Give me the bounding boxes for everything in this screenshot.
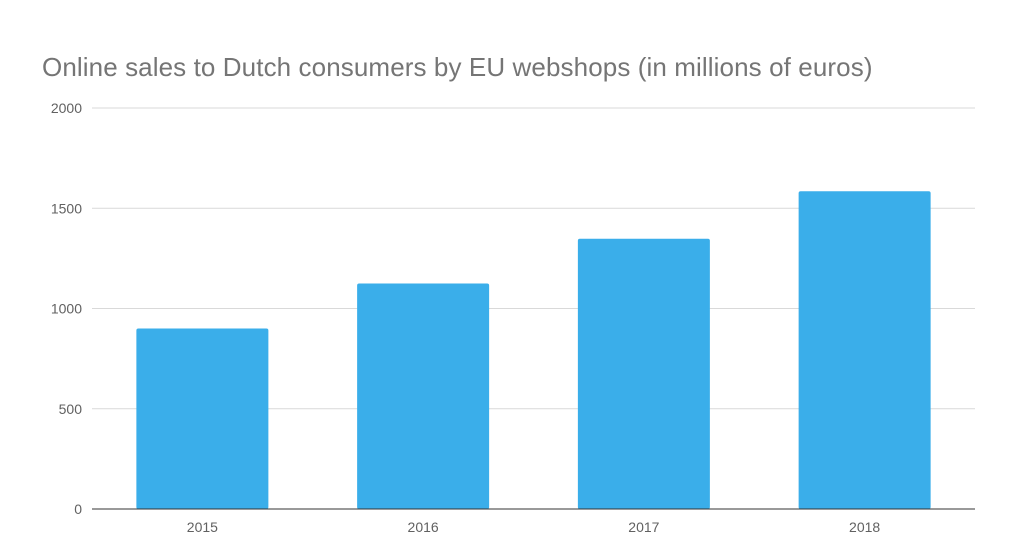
y-tick-label: 500 (59, 401, 83, 417)
bar-2017 (577, 238, 710, 509)
x-tick-label: 2015 (187, 519, 218, 535)
y-axis-ticks: 0 500 1000 1500 2000 (51, 100, 82, 517)
bars (136, 191, 931, 509)
y-tick-label: 1000 (51, 301, 82, 317)
bar-2018 (798, 191, 931, 509)
x-tick-label: 2018 (849, 519, 880, 535)
y-tick-label: 2000 (51, 100, 82, 116)
y-tick-label: 0 (74, 501, 82, 517)
chart-title: Online sales to Dutch consumers by EU we… (42, 52, 873, 82)
x-tick-label: 2016 (408, 519, 439, 535)
bar-2016 (357, 283, 490, 509)
bar-2015 (136, 328, 269, 509)
x-axis-ticks: 2015 2016 2017 2018 (187, 519, 881, 535)
y-tick-label: 1500 (51, 200, 82, 216)
x-tick-label: 2017 (628, 519, 659, 535)
